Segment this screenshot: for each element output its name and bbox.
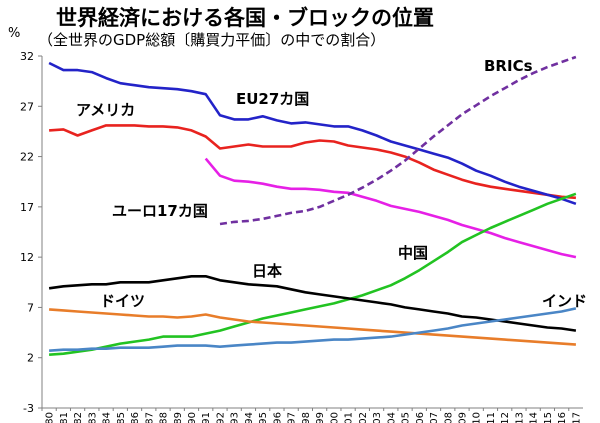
x-tick-label: 1988 <box>159 412 170 423</box>
x-tick-label: 2008 <box>443 412 454 423</box>
series-label-3: BRICs <box>484 57 533 75</box>
y-tick-label: 2 <box>27 352 34 365</box>
x-tick-label: 1986 <box>130 412 141 423</box>
x-tick-label: 1993 <box>230 412 241 423</box>
series-label-7: インド <box>542 292 587 310</box>
series-line-2 <box>204 157 577 259</box>
series-label-1: EU27カ国 <box>236 90 309 108</box>
series-line-3 <box>219 55 577 226</box>
series-label-4: 中国 <box>398 244 428 262</box>
y-tick-label: -3 <box>23 402 34 415</box>
x-tick-label: 2003 <box>372 412 383 423</box>
x-tick-label: 1995 <box>258 412 269 423</box>
x-tick-label: 1990 <box>187 412 198 423</box>
chart-title: 世界経済における各国・ブロックの位置 <box>56 6 434 30</box>
series-line-6 <box>49 308 576 346</box>
chart-subtitle: （全世界のGDP総額〔購買力平価〕の中での割合） <box>38 31 386 49</box>
series-lines <box>48 55 577 356</box>
x-tick-label: 2011 <box>486 412 497 423</box>
y-tick-label: 7 <box>27 301 34 314</box>
x-tick-label: 1985 <box>116 412 127 423</box>
x-tick-label: 2004 <box>386 412 397 423</box>
x-tick-label: 1982 <box>73 412 84 423</box>
y-tick-label: 22 <box>20 151 34 164</box>
series-label-2: ユーロ17カ国 <box>112 202 208 220</box>
series-label-0: アメリカ <box>76 101 135 119</box>
y-tick-label: 12 <box>20 251 34 264</box>
series-label-5: 日本 <box>252 262 282 280</box>
x-tick-label: 1992 <box>215 412 226 423</box>
series-line-0 <box>49 124 576 200</box>
y-axis-unit: % <box>8 26 21 41</box>
x-tick-label: 2014 <box>529 412 540 423</box>
series-label-6: ドイツ <box>100 292 145 310</box>
x-tick-label: 1998 <box>301 412 312 423</box>
x-tick-label: 2002 <box>358 412 369 423</box>
x-tick-label: 2007 <box>429 412 440 423</box>
x-tick-label: 2009 <box>457 412 468 423</box>
x-tick-label: 1980 <box>45 412 56 423</box>
x-tick-label: 2012 <box>500 412 511 423</box>
x-tick-label: 1999 <box>315 412 326 423</box>
x-tick-label: 1996 <box>272 412 283 423</box>
y-tick-label: 32 <box>20 50 34 63</box>
x-tick-label: 1994 <box>244 412 255 423</box>
y-tick-label: 17 <box>20 201 34 214</box>
x-tick-label: 2006 <box>415 412 426 423</box>
x-tick-label: 2016 <box>557 412 568 423</box>
x-tick-label: 2010 <box>472 412 483 423</box>
x-tick-label: 1987 <box>144 412 155 423</box>
series-line-7 <box>49 307 577 352</box>
x-axis-ticks: 1980198119821983 1984198519861987 19881989… <box>41 408 582 423</box>
x-tick-label: 1983 <box>87 412 98 423</box>
x-tick-label: 1989 <box>173 412 184 423</box>
y-tick-label: 27 <box>20 100 34 113</box>
series-line-4 <box>49 192 577 356</box>
x-tick-label: 2005 <box>401 412 412 423</box>
x-tick-label: 2017 <box>571 412 582 423</box>
x-tick-label: 1981 <box>59 412 70 423</box>
x-tick-label: 2001 <box>344 412 355 423</box>
x-tick-label: 1984 <box>102 412 113 423</box>
x-tick-label: 2013 <box>514 412 525 423</box>
x-tick-label: 1991 <box>201 412 212 423</box>
x-tick-label: 2015 <box>543 412 554 423</box>
x-tick-label: 2000 <box>329 412 340 423</box>
x-tick-label: 1997 <box>287 412 298 423</box>
series-line-1 <box>48 61 577 206</box>
series-line-5 <box>48 275 577 332</box>
